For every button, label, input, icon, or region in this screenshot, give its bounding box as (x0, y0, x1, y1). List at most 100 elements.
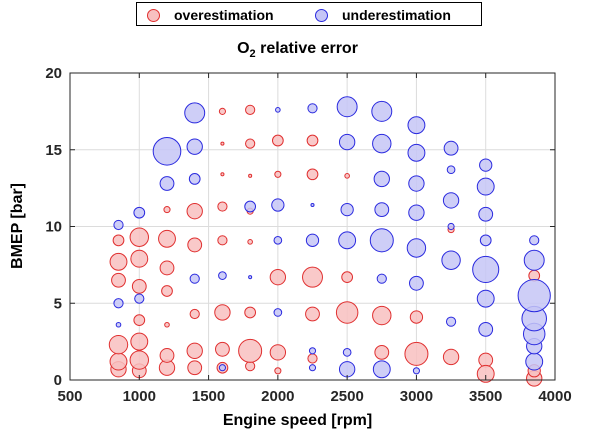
data-point-underestimation (441, 250, 461, 270)
data-point-underestimation (305, 233, 320, 247)
x-tick-label: 3000 (400, 388, 433, 405)
data-point-overestimation (244, 306, 257, 319)
y-tick-label: 0 (54, 372, 62, 389)
data-point-underestimation (340, 202, 354, 217)
y-tick-label: 5 (54, 295, 62, 312)
data-point-overestimation (129, 227, 149, 247)
data-point-underestimation (133, 206, 146, 219)
data-point-overestimation (131, 278, 147, 294)
data-point-overestimation (112, 234, 125, 247)
chart-title-rest: relative error (255, 40, 358, 57)
data-point-underestimation (479, 158, 493, 172)
data-point-overestimation (218, 107, 226, 115)
data-point-underestimation (113, 219, 124, 231)
legend-marker-overestimation (147, 8, 160, 22)
x-tick-label: 1000 (123, 388, 156, 405)
data-point-overestimation (306, 168, 319, 181)
data-point-overestimation (245, 138, 256, 149)
data-point-underestimation (443, 140, 459, 156)
data-point-overestimation (158, 229, 176, 248)
chart-title-subscript: 2 (249, 48, 256, 61)
data-point-underestimation (273, 308, 283, 317)
data-point-overestimation (302, 266, 323, 288)
data-point-underestimation (152, 136, 182, 166)
data-point-overestimation (161, 285, 173, 297)
data-point-overestimation (274, 367, 282, 375)
data-point-overestimation (238, 338, 263, 363)
data-point-overestimation (186, 342, 203, 360)
data-point-underestimation (479, 234, 492, 247)
data-point-underestimation (189, 273, 200, 284)
data-point-underestimation (338, 133, 356, 151)
data-point-underestimation (374, 202, 390, 218)
data-point-overestimation (108, 334, 129, 355)
legend: overestimation underestimation (136, 2, 482, 26)
data-point-underestimation (523, 249, 545, 271)
y-axis-label: BMEP [bar] (9, 183, 26, 269)
data-point-overestimation (217, 235, 228, 246)
data-point-underestimation (184, 102, 206, 124)
data-point-underestimation (442, 192, 460, 209)
data-point-underestimation (338, 231, 357, 250)
data-point-overestimation (344, 173, 350, 179)
data-point-overestimation (159, 260, 175, 276)
data-point-underestimation (472, 255, 500, 284)
data-point-overestimation (341, 271, 354, 284)
data-point-underestimation (529, 235, 540, 246)
data-point-underestimation (188, 173, 201, 185)
data-point-overestimation (189, 308, 200, 320)
data-point-overestimation (374, 344, 390, 360)
data-point-overestimation (335, 301, 359, 324)
x-tick-label: 500 (57, 388, 82, 405)
data-point-overestimation (404, 341, 429, 366)
data-point-underestimation (271, 198, 285, 212)
data-point-underestimation (275, 107, 281, 113)
x-tick-label: 4000 (538, 388, 571, 405)
y-tick-label: 10 (45, 219, 62, 236)
data-point-overestimation (111, 272, 126, 288)
data-point-overestimation (372, 305, 392, 326)
data-point-overestimation (305, 306, 320, 322)
data-point-underestimation (447, 222, 455, 231)
data-point-underestimation (478, 206, 494, 222)
data-point-overestimation (442, 348, 460, 366)
data-point-underestimation (376, 273, 387, 284)
x-tick-label: 3500 (469, 388, 502, 405)
data-point-overestimation (187, 360, 203, 376)
data-point-overestimation (220, 141, 225, 146)
data-point-overestimation (271, 134, 284, 147)
chart-title: O2 relative error (0, 40, 595, 60)
data-point-underestimation (248, 275, 253, 280)
data-point-underestimation (407, 143, 426, 162)
data-point-overestimation (187, 237, 203, 253)
data-point-underestimation (218, 271, 227, 280)
data-point-underestimation (273, 235, 283, 245)
data-point-underestimation (113, 298, 124, 309)
legend-item-underestimation: underestimation (315, 5, 451, 25)
data-point-overestimation (130, 249, 149, 268)
data-point-overestimation (129, 350, 149, 370)
data-point-underestimation (446, 165, 456, 175)
data-point-overestimation (164, 321, 170, 328)
data-point-underestimation (338, 361, 356, 378)
x-tick-label: 2500 (330, 388, 363, 405)
data-point-overestimation (307, 353, 318, 364)
data-point-overestimation (215, 341, 230, 357)
data-point-underestimation (371, 100, 393, 122)
data-point-underestimation (244, 200, 257, 213)
data-point-overestimation (269, 268, 287, 286)
data-point-overestimation (109, 252, 128, 271)
data-point-underestimation (373, 170, 390, 188)
data-point-overestimation (245, 361, 256, 372)
data-point-underestimation (308, 364, 317, 372)
data-point-overestimation (245, 104, 256, 115)
data-point-overestimation (163, 206, 171, 214)
x-tick-label: 1500 (192, 388, 225, 405)
data-point-underestimation (372, 133, 392, 154)
data-point-overestimation (159, 348, 175, 363)
data-point-underestimation (159, 176, 175, 191)
data-point-underestimation (476, 177, 495, 196)
data-point-underestimation (369, 228, 394, 253)
data-point-underestimation (310, 202, 315, 208)
